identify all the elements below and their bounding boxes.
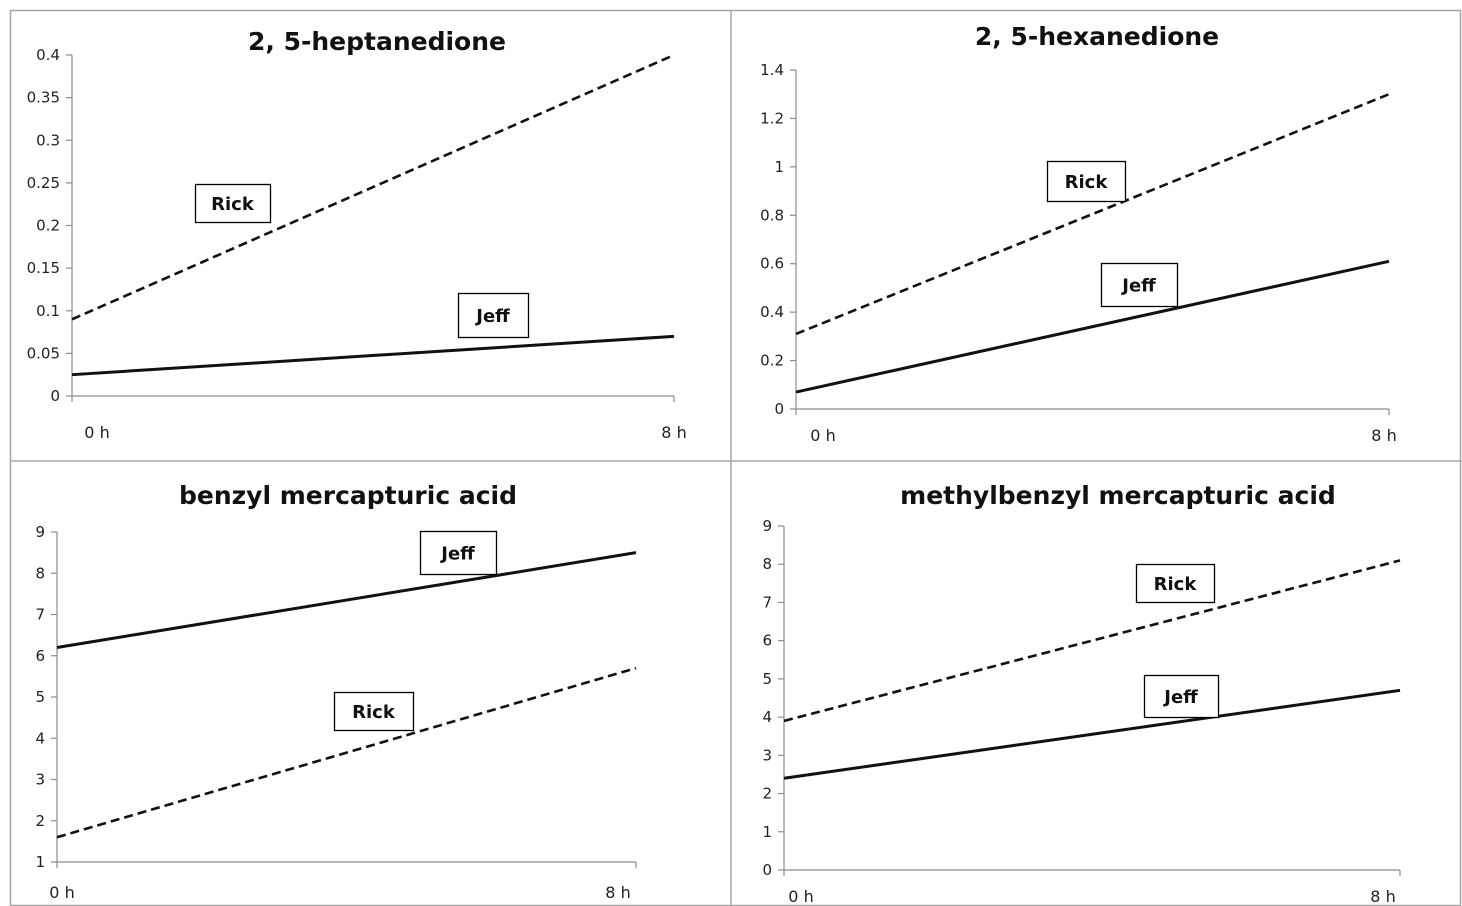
y-tick-label: 4 xyxy=(35,729,45,747)
x-tick-label: 0 h xyxy=(810,426,835,445)
y-tick-label: 0 xyxy=(50,387,60,405)
series-label-box xyxy=(1046,160,1127,203)
y-tick-label: 5 xyxy=(762,670,772,688)
x-tick-label: 0 h xyxy=(84,423,109,442)
series-line-jeff xyxy=(56,551,637,649)
y-tick-label: 0.15 xyxy=(27,259,60,277)
y-tick-label: 3 xyxy=(762,746,772,764)
y-tick-label: 0 xyxy=(762,861,772,879)
y-tick-label: 0.8 xyxy=(760,206,784,224)
y-tick-label: 1 xyxy=(35,853,45,871)
series-line-jeff xyxy=(783,688,1401,780)
y-tick-label: 0.4 xyxy=(36,46,60,64)
series-label: Jeff xyxy=(1162,687,1198,708)
y-tick-label: 0.2 xyxy=(36,217,60,235)
x-tick-label: 8 h xyxy=(1370,887,1395,906)
y-tick-label: 6 xyxy=(762,632,772,650)
series-label-box xyxy=(194,183,272,224)
x-tick-label: 0 h xyxy=(49,883,74,902)
y-tick-label: 9 xyxy=(762,517,772,535)
chart-title: benzyl mercapturic acid xyxy=(179,481,517,510)
y-tick-label: 5 xyxy=(35,688,45,706)
series-label: Jeff xyxy=(474,306,510,327)
chart-panel-4: methylbenzyl mercapturic acid 0 1 2 3 4 5 6 7 8 9 0… xyxy=(762,481,1401,906)
y-tick-label: 1.4 xyxy=(760,61,784,79)
y-tick-label: 0 xyxy=(774,400,784,418)
series-line-rick xyxy=(783,559,1401,723)
y-tick-label: 7 xyxy=(762,593,772,611)
series-label-box xyxy=(1100,262,1179,308)
series-label-box xyxy=(1135,563,1216,604)
y-tick-label: 7 xyxy=(35,606,45,624)
series-label: Rick xyxy=(1154,574,1198,595)
y-tick-label: 1 xyxy=(762,823,772,841)
series-label-box xyxy=(333,691,415,732)
y-tick-label: 2 xyxy=(762,785,772,803)
chart-panel-1: 2, 5-heptanedione 0 0.05 0.1 0.15 0.2 0.25 0.3 0… xyxy=(27,27,687,442)
figure-border xyxy=(9,9,1462,906)
series-label-box xyxy=(1143,674,1220,719)
y-tick-label: 6 xyxy=(35,647,45,665)
chart-title: methylbenzyl mercapturic acid xyxy=(900,481,1336,510)
series-label: Rick xyxy=(352,702,396,723)
series-line-rick xyxy=(795,93,1390,336)
series-label: Rick xyxy=(211,194,255,215)
series-line-rick xyxy=(71,53,675,321)
series-line-jeff xyxy=(71,334,675,377)
series-line-jeff xyxy=(795,259,1390,394)
y-tick-label: 2 xyxy=(35,812,45,830)
x-tick-label: 8 h xyxy=(1371,426,1396,445)
y-tick-label: 4 xyxy=(762,708,772,726)
y-tick-label: 1.2 xyxy=(760,109,784,127)
series-label-box xyxy=(457,292,530,339)
y-tick-label: 0.25 xyxy=(27,174,60,192)
y-tick-label: 9 xyxy=(35,523,45,541)
chart-title: 2, 5-heptanedione xyxy=(248,27,506,56)
chart-panel-3: benzyl mercapturic acid 1 2 3 4 5 6 7 8 9 0 h 8 h Je… xyxy=(35,481,637,902)
y-tick-label: 0.6 xyxy=(760,255,784,273)
x-tick-label: 8 h xyxy=(661,423,686,442)
y-tick-label: 8 xyxy=(35,564,45,582)
y-tick-label: 0.4 xyxy=(760,303,784,321)
x-tick-label: 8 h xyxy=(605,883,630,902)
y-tick-label: 0.1 xyxy=(36,302,60,320)
series-label-box xyxy=(419,530,498,576)
chart-panel-2: 2, 5-hexanedione 0 0.2 0.4 0.6 0.8 1 1.2 1.4 0 h 8… xyxy=(760,22,1397,445)
y-tick-label: 1 xyxy=(774,158,784,176)
x-tick-label: 0 h xyxy=(788,887,813,906)
chart-title: 2, 5-hexanedione xyxy=(975,22,1219,51)
y-tick-label: 3 xyxy=(35,771,45,789)
y-tick-label: 0.35 xyxy=(27,89,60,107)
series-label: Jeff xyxy=(439,544,475,565)
series-label: Rick xyxy=(1065,172,1109,193)
y-tick-label: 8 xyxy=(762,555,772,573)
y-tick-label: 0.2 xyxy=(760,352,784,370)
y-tick-label: 0.05 xyxy=(27,344,60,362)
series-label: Jeff xyxy=(1120,276,1156,297)
series-line-rick xyxy=(56,666,637,839)
y-tick-label: 0.3 xyxy=(36,131,60,149)
